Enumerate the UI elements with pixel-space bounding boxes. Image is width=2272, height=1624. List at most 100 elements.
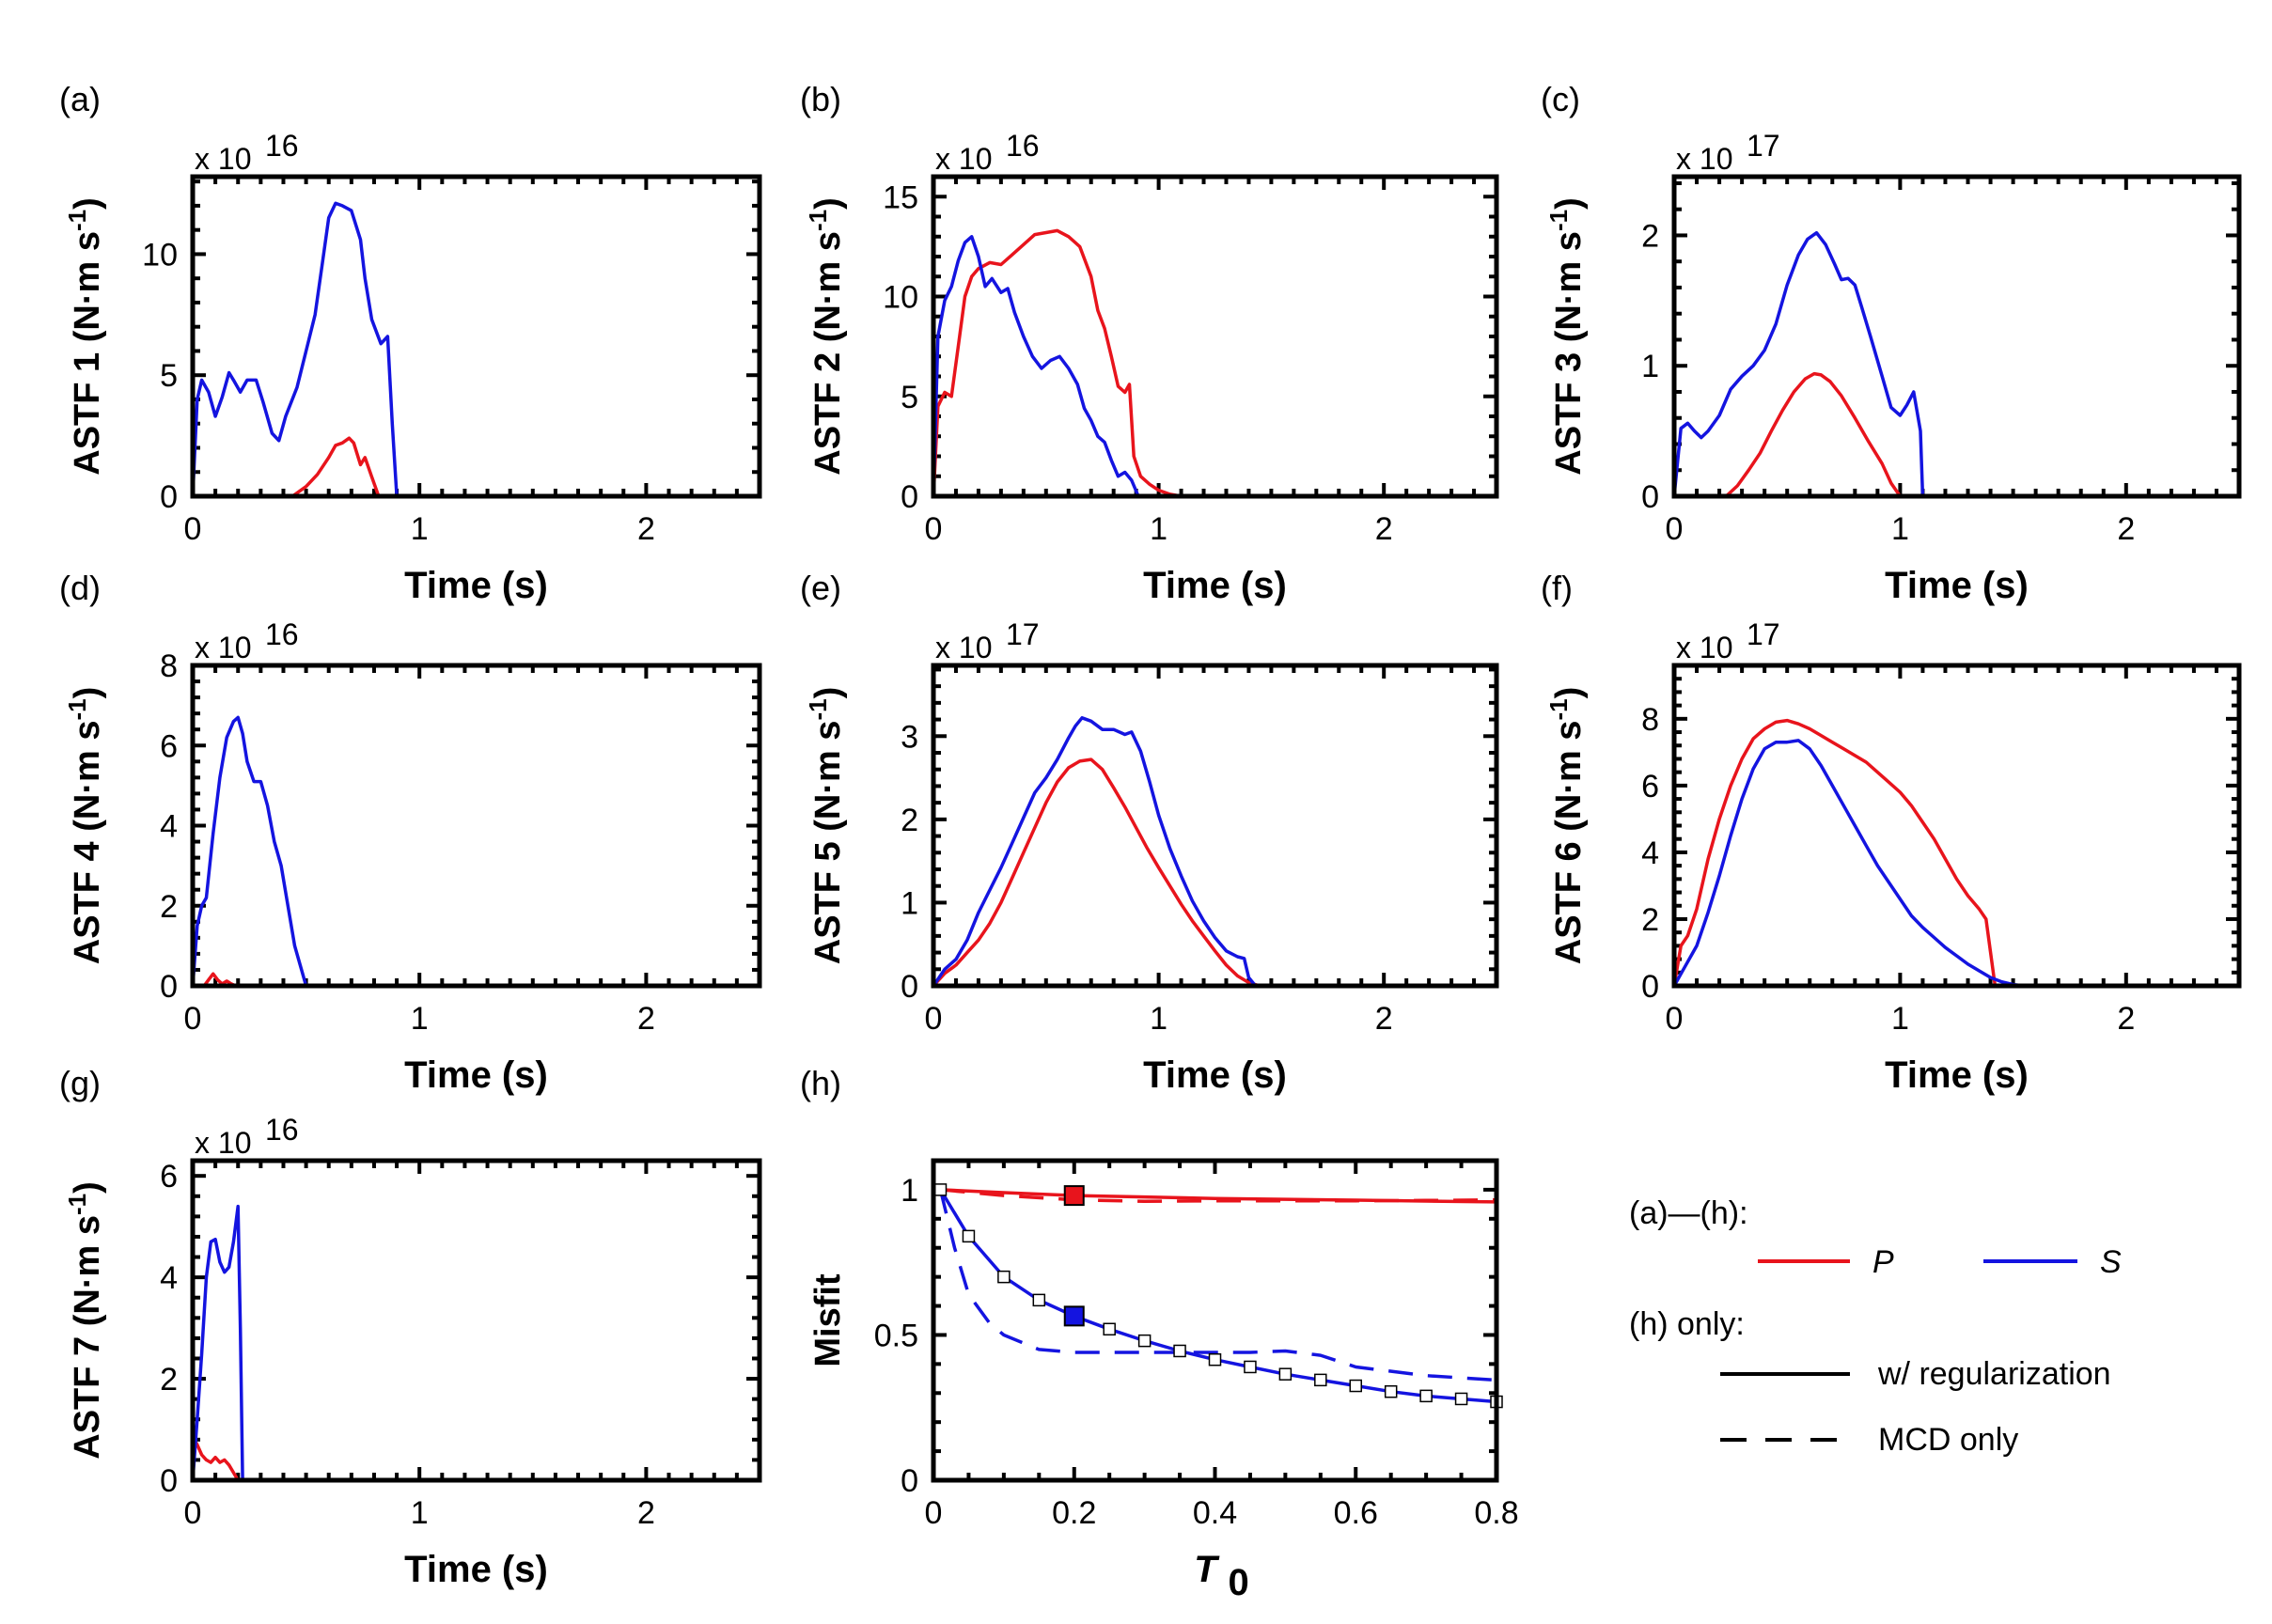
y-tick-label: 0: [160, 1463, 178, 1499]
x-tick-label: 0: [184, 1001, 202, 1037]
x-axis-label: Time (s): [404, 1054, 548, 1096]
series-s-line: [193, 715, 308, 986]
x-tick-label: 1: [411, 511, 429, 547]
series-marker: [962, 1229, 976, 1243]
series-marker: [1173, 1344, 1186, 1358]
y-axis-label: ASTF 1 (N·m s-1): [63, 197, 107, 475]
y-tick-label: 6: [160, 1159, 178, 1195]
y-axis-label: ASTF 5 (N·m s-1): [804, 687, 848, 964]
x-tick-label: 0: [1666, 511, 1684, 547]
series-marker: [1278, 1367, 1293, 1381]
x-tick-label: 0: [925, 1001, 943, 1037]
axis-multiplier: x 10: [1676, 142, 1732, 176]
y-axis-label: Misfit: [808, 1273, 848, 1367]
y-tick-label: 5: [160, 358, 178, 394]
y-tick-label: 0.5: [874, 1318, 918, 1353]
x-axis-label: Time (s): [404, 565, 548, 606]
series-p-line: [933, 757, 1261, 986]
axis-multiplier: x 10: [195, 142, 251, 176]
y-tick-label: 4: [160, 1260, 178, 1296]
panel-label: (h): [800, 1064, 841, 1102]
series-group: [1674, 718, 2025, 986]
series-p-line: [1725, 371, 1902, 496]
series-marker: [1384, 1384, 1398, 1398]
axis-multiplier-exponent: 16: [265, 1113, 299, 1147]
axis-multiplier-exponent: 16: [1006, 129, 1040, 163]
x-tick-label: 0: [925, 511, 943, 547]
y-tick-label: 2: [1641, 902, 1659, 938]
y-tick-label: 0: [1641, 969, 1659, 1005]
panel-label: (g): [59, 1064, 101, 1102]
y-tick-label: 10: [142, 237, 178, 273]
y-tick-label: 0: [901, 1463, 918, 1499]
legend-s-label: S: [2100, 1244, 2122, 1280]
series-marker: [1419, 1389, 1433, 1403]
y-tick-label: 5: [901, 380, 918, 415]
series-p-line: [291, 436, 381, 496]
x-tick-label: 0: [184, 511, 202, 547]
series-group: [1674, 230, 1925, 496]
series-s-line: [193, 201, 399, 496]
axis-multiplier: x 10: [1676, 631, 1732, 664]
x-axis-label: Time (s): [1143, 1054, 1287, 1096]
series-s-line: [933, 235, 1140, 496]
x-tick-label: 1: [1891, 511, 1909, 547]
series-group: [193, 201, 399, 496]
x-axis-label: Time (s): [1885, 1054, 2029, 1096]
axis-multiplier: x 10: [195, 1126, 251, 1160]
series-group: [933, 228, 1182, 496]
x-axis-label: Time (s): [1885, 565, 2029, 606]
panel-f: (f) x 10 17 0 1 2 0 2 4 6 8 Time (s) ASTF 6 (N·m s-1…: [1541, 569, 2242, 1096]
legend-header-all: (a)—(h):: [1629, 1195, 1748, 1231]
y-tick-label: 2: [160, 1362, 178, 1398]
y-tick-label: 0: [1641, 479, 1659, 515]
series-marker: [1137, 1334, 1152, 1348]
y-tick-label: 6: [1641, 769, 1659, 804]
y-axis-label: ASTF 6 (N·m s-1): [1544, 687, 1589, 964]
series-marker: [1454, 1392, 1468, 1406]
x-tick-label: 0: [925, 1495, 943, 1531]
axes-frame: [931, 1158, 1499, 1483]
legend-dashed-label: MCD only: [1878, 1422, 2018, 1458]
x-tick-label: 0.4: [1193, 1495, 1237, 1531]
legend-solid-label: w/ regularization: [1877, 1356, 2111, 1392]
y-tick-label: 8: [160, 648, 178, 684]
series-group: [933, 716, 1261, 986]
y-tick-label: 10: [883, 280, 918, 316]
axes-frame: [190, 663, 762, 989]
axes-frame: [931, 174, 1499, 499]
x-tick-label: 1: [411, 1001, 429, 1037]
y-tick-label: 2: [1641, 218, 1659, 254]
y-tick-label: 2: [160, 889, 178, 925]
axis-multiplier: x 10: [935, 631, 992, 664]
axis-multiplier-exponent: 17: [1747, 129, 1780, 163]
series-p-line: [933, 228, 1182, 496]
axes-frame: [1671, 663, 2242, 989]
panel-label: (e): [800, 569, 841, 607]
legend-header-h: (h) only:: [1629, 1306, 1745, 1342]
series-group: [193, 1204, 244, 1480]
axis-multiplier-exponent: 17: [1006, 617, 1040, 651]
y-tick-label: 8: [1641, 702, 1659, 738]
series-s-line-solid: [939, 1188, 1496, 1404]
panel-label: (c): [1541, 80, 1580, 118]
x-tick-label: 2: [1375, 1001, 1393, 1037]
series-p-line-solid: [940, 1188, 1496, 1204]
x-tick-label: 2: [637, 511, 655, 547]
series-marker: [997, 1270, 1011, 1284]
x-tick-label: 0.8: [1474, 1495, 1518, 1531]
y-axis-label: ASTF 2 (N·m s-1): [804, 197, 848, 475]
series-group: [193, 715, 308, 986]
panel-c: (c) x 10 17 0 1 2 0 1 2 Time (s) ASTF 3 (N·m s-1): [1541, 80, 2242, 606]
series-marker: [1032, 1293, 1046, 1307]
y-axis-label: ASTF 3 (N·m s-1): [1544, 197, 1589, 475]
panel-b: (b) x 10 16 0 1 2 0 5 10 15 Time (s) ASTF 2 (N·m s-…: [800, 80, 1499, 606]
x-tick-label: 2: [637, 1001, 655, 1037]
x-axis-label: T: [1194, 1549, 1220, 1590]
y-axis-label: ASTF 7 (N·m s-1): [63, 1181, 107, 1459]
axes-frame: [190, 1158, 762, 1483]
axes-frame: [1671, 174, 2242, 499]
axes-frame: [931, 663, 1499, 989]
